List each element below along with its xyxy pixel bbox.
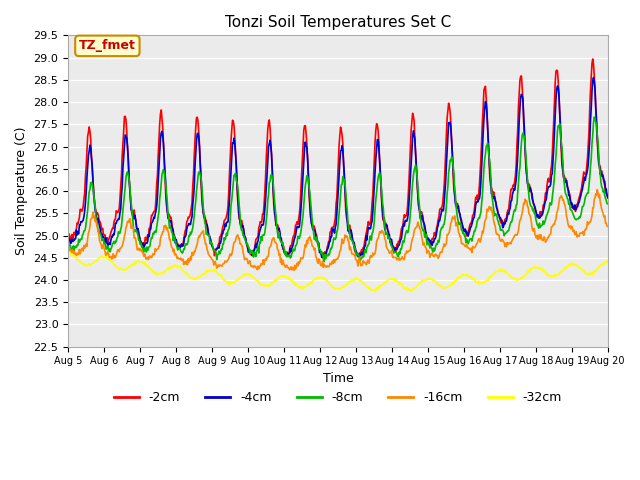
-8cm — [184, 238, 192, 243]
X-axis label: Time: Time — [323, 372, 353, 385]
Line: -16cm: -16cm — [68, 190, 608, 270]
-16cm — [604, 224, 612, 229]
-8cm — [320, 259, 328, 264]
Line: -8cm: -8cm — [68, 117, 608, 262]
-4cm — [420, 220, 428, 226]
Title: Tonzi Soil Temperatures Set C: Tonzi Soil Temperatures Set C — [225, 15, 451, 30]
-8cm — [130, 225, 138, 231]
-4cm — [589, 75, 597, 81]
-32cm — [371, 288, 379, 294]
Line: -2cm: -2cm — [68, 59, 608, 258]
-2cm — [184, 215, 192, 220]
-4cm — [404, 212, 412, 217]
-4cm — [74, 229, 82, 235]
Y-axis label: Soil Temperature (C): Soil Temperature (C) — [15, 127, 28, 255]
-16cm — [64, 246, 72, 252]
-16cm — [404, 249, 412, 254]
-4cm — [604, 195, 612, 201]
-32cm — [404, 286, 412, 292]
-2cm — [130, 213, 138, 218]
-8cm — [404, 229, 412, 235]
-32cm — [74, 257, 82, 263]
-16cm — [130, 227, 138, 233]
-4cm — [184, 222, 192, 228]
-2cm — [604, 194, 612, 200]
-2cm — [420, 222, 428, 228]
-32cm — [184, 273, 192, 278]
-16cm — [593, 187, 601, 192]
-2cm — [319, 255, 326, 261]
-32cm — [420, 278, 428, 284]
-8cm — [213, 257, 221, 263]
-8cm — [420, 227, 428, 233]
-8cm — [604, 201, 612, 207]
-4cm — [213, 246, 221, 252]
-4cm — [130, 216, 138, 222]
-32cm — [604, 259, 612, 265]
-32cm — [213, 269, 221, 275]
-32cm — [130, 262, 138, 268]
-16cm — [184, 256, 192, 262]
-8cm — [74, 242, 82, 248]
Line: -4cm: -4cm — [68, 78, 608, 257]
-4cm — [64, 234, 72, 240]
-2cm — [404, 194, 412, 200]
-8cm — [64, 244, 72, 250]
-2cm — [64, 233, 72, 239]
Legend: -2cm, -4cm, -8cm, -16cm, -32cm: -2cm, -4cm, -8cm, -16cm, -32cm — [109, 386, 567, 409]
-16cm — [74, 252, 82, 257]
-2cm — [213, 247, 221, 252]
-4cm — [318, 254, 326, 260]
-2cm — [589, 56, 596, 62]
-16cm — [290, 267, 298, 273]
-16cm — [420, 240, 428, 246]
-32cm — [64, 249, 72, 254]
-8cm — [591, 114, 598, 120]
Line: -32cm: -32cm — [68, 252, 608, 291]
-2cm — [74, 221, 82, 227]
Text: TZ_fmet: TZ_fmet — [79, 39, 136, 52]
-16cm — [213, 265, 221, 271]
